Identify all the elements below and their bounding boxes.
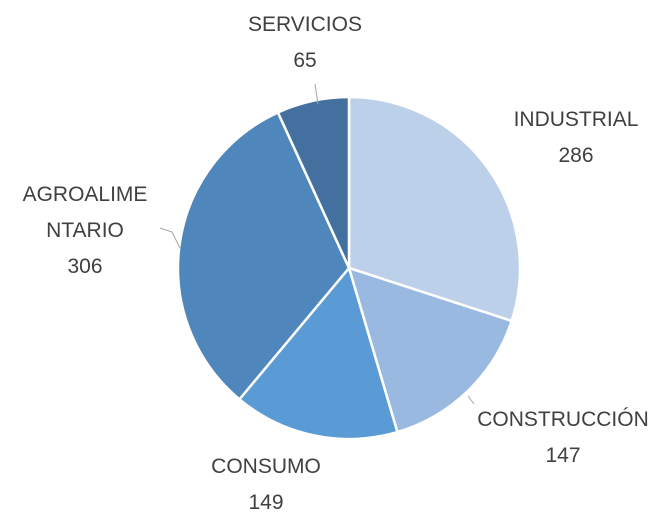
category-label: CONSUMO [211, 455, 321, 478]
value-label: 149 [248, 491, 284, 514]
value-label: 286 [558, 144, 594, 167]
data-label: AGROALIMENTARIO 306 [15, 177, 155, 285]
pie-slice [347, 95, 522, 323]
data-label: CONSTRUCCIÓN 147 [453, 402, 659, 474]
leader-line [314, 83, 319, 105]
category-label: INDUSTRIAL [513, 108, 639, 131]
pie-slice [347, 266, 514, 434]
category-label: AGROALIMENTARIO [22, 183, 148, 242]
pie-slice [176, 110, 351, 402]
value-label: 306 [67, 255, 103, 278]
leader-line [159, 227, 181, 249]
data-label: INDUSTRIAL 286 [476, 102, 659, 174]
data-label: SERVICIOS 65 [205, 7, 405, 79]
category-label: SERVICIOS [248, 13, 362, 36]
leader-line [467, 395, 475, 405]
category-label: CONSTRUCCIÓN [477, 408, 649, 431]
pie-slice [276, 95, 351, 269]
data-label: CONSUMO 149 [166, 449, 366, 514]
value-label: 147 [545, 444, 581, 467]
pie-slice [237, 265, 399, 441]
value-label: 65 [293, 49, 317, 72]
